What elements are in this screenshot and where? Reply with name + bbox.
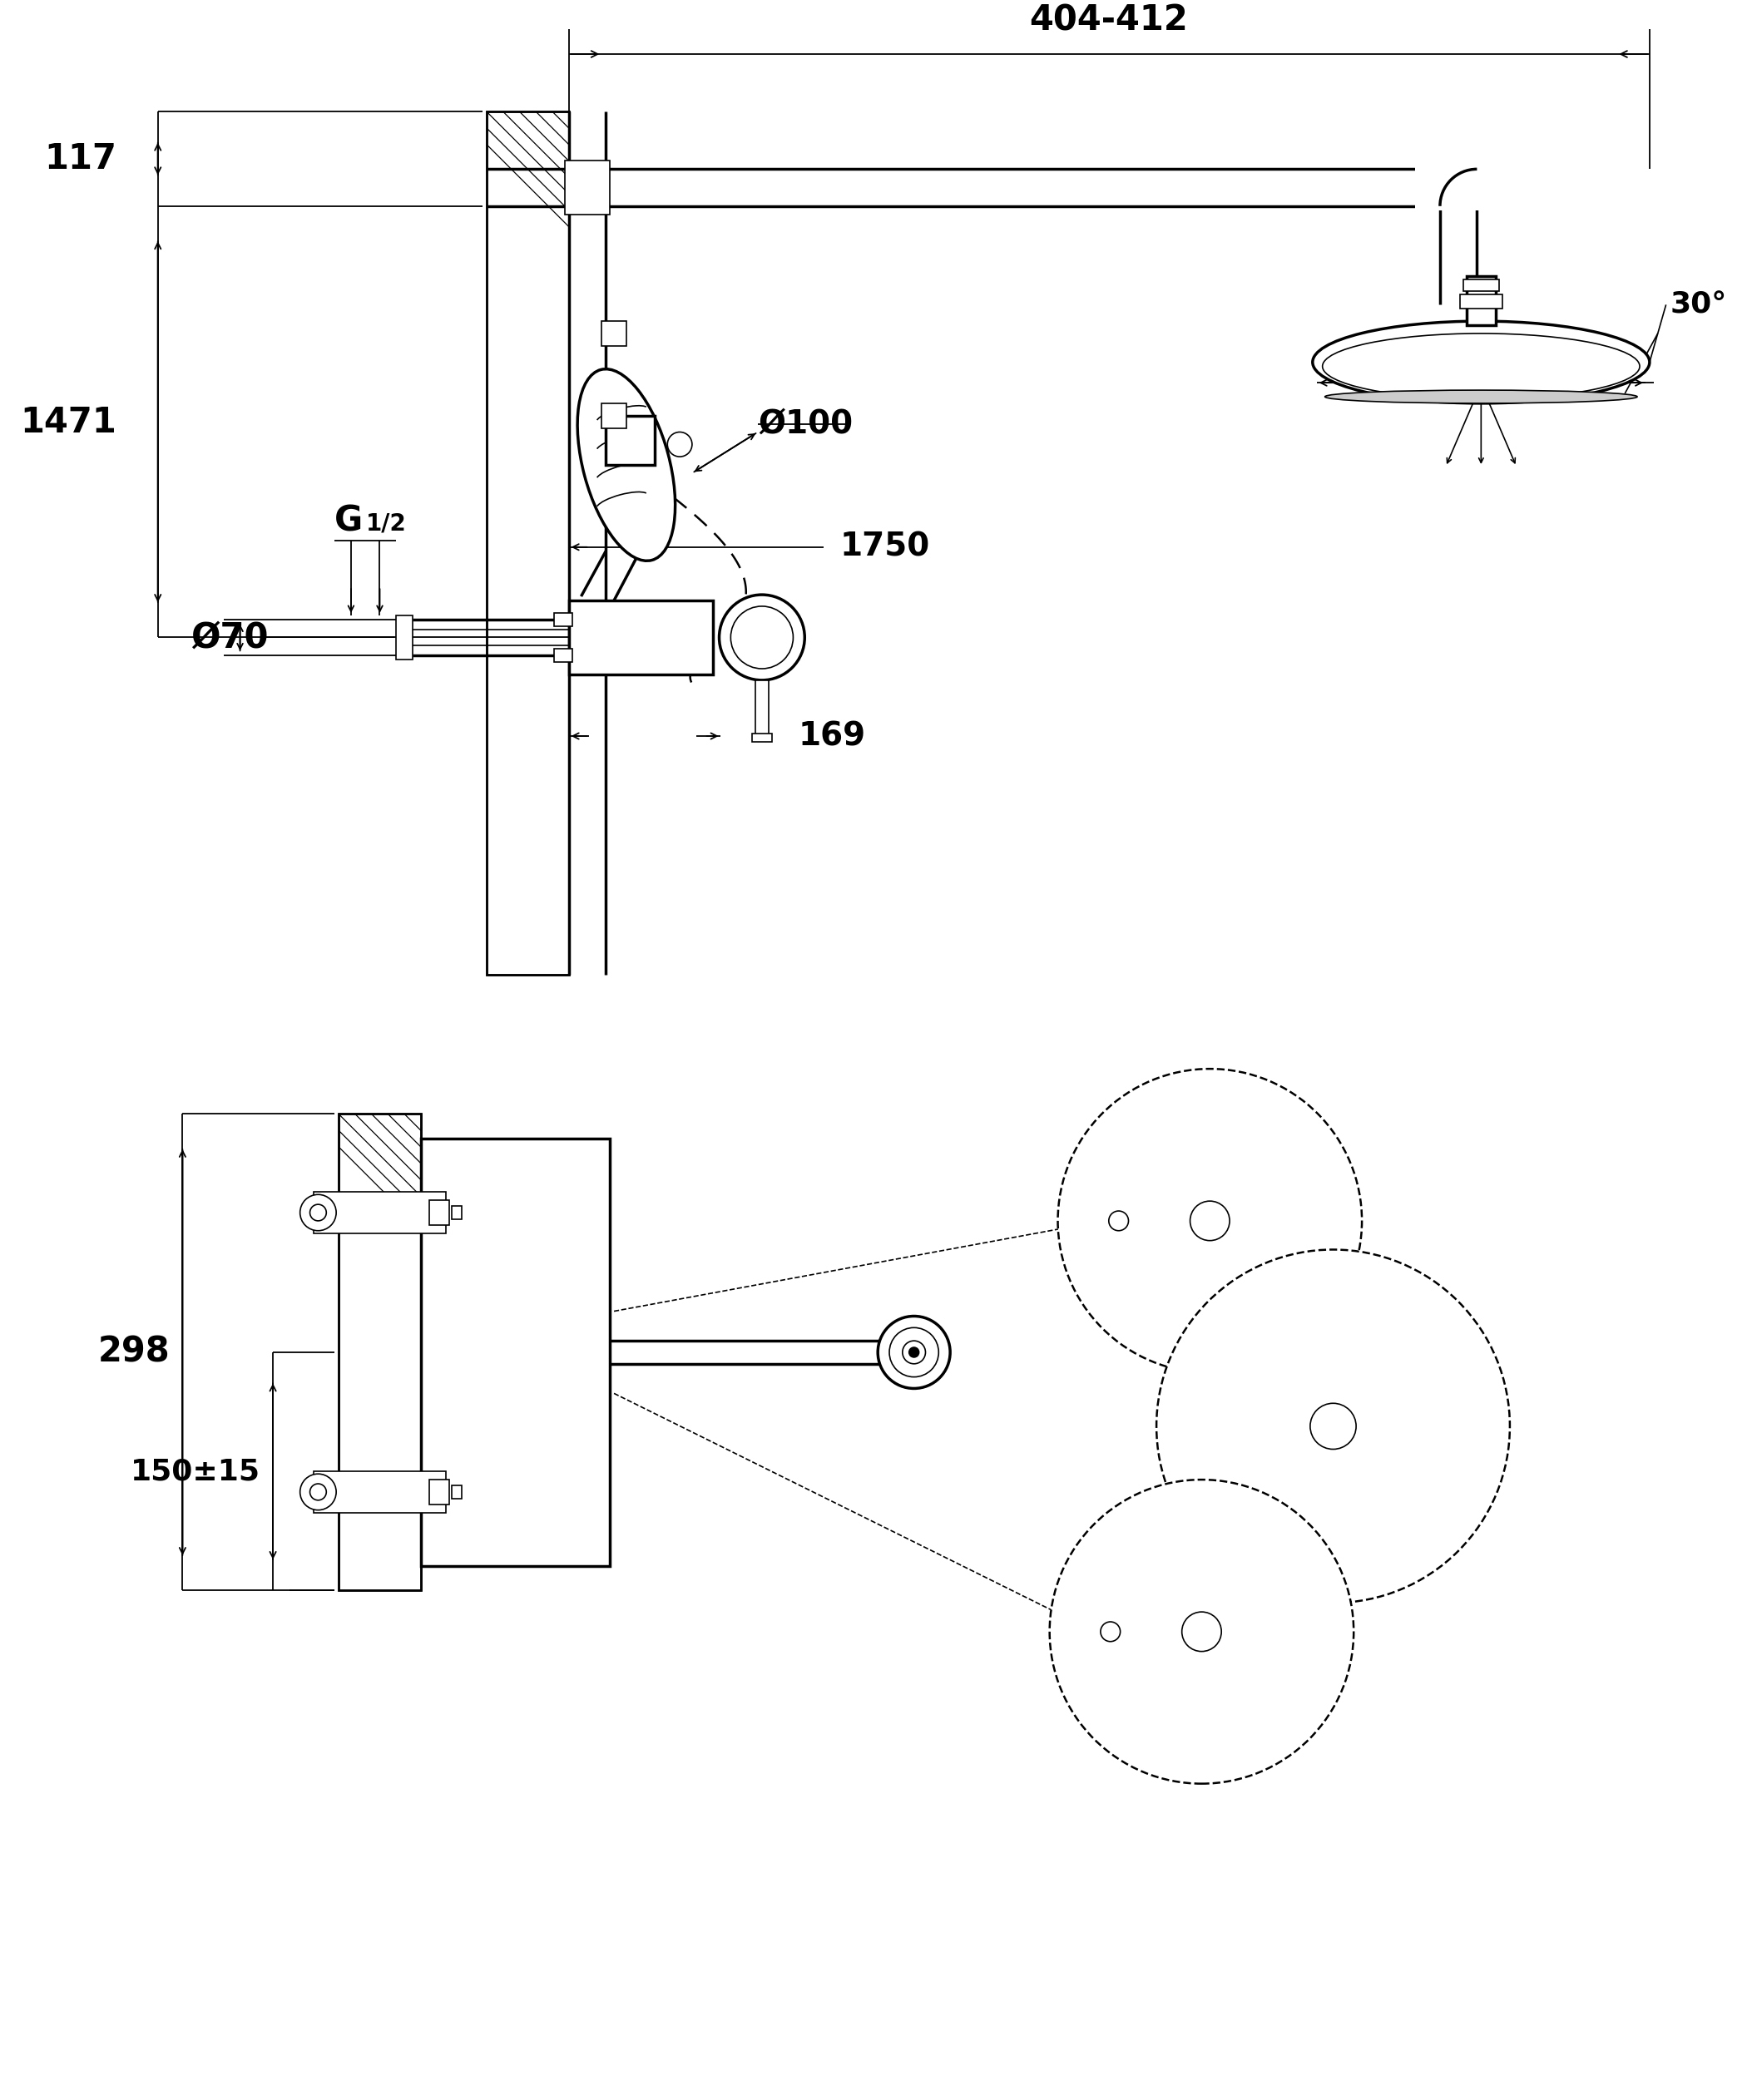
Bar: [554, 649, 573, 662]
Text: Ø100: Ø100: [759, 407, 853, 439]
Text: 1750: 1750: [839, 531, 930, 563]
Text: G: G: [335, 504, 363, 540]
Bar: [1463, 279, 1500, 290]
Text: 1471: 1471: [21, 405, 117, 439]
Bar: [487, 111, 569, 974]
Text: 117: 117: [44, 143, 117, 176]
Bar: [452, 1205, 463, 1220]
Ellipse shape: [578, 370, 675, 561]
Bar: [338, 1113, 420, 1590]
Text: Ø210: Ø210: [1365, 365, 1466, 401]
Bar: [396, 615, 413, 659]
Circle shape: [1109, 1212, 1128, 1231]
Text: Ø70: Ø70: [191, 620, 268, 655]
Circle shape: [1183, 1613, 1221, 1651]
Bar: [452, 1485, 463, 1499]
Bar: [1466, 275, 1496, 326]
Circle shape: [890, 1327, 939, 1378]
Text: 150±15: 150±15: [131, 1457, 261, 1485]
Bar: [569, 601, 713, 674]
Circle shape: [1190, 1201, 1230, 1241]
Bar: [420, 1138, 610, 1567]
Bar: [601, 403, 625, 428]
Circle shape: [300, 1195, 336, 1231]
Circle shape: [300, 1474, 336, 1510]
Bar: [554, 613, 573, 626]
Circle shape: [720, 594, 804, 680]
Circle shape: [731, 607, 794, 668]
Circle shape: [1100, 1621, 1120, 1642]
Bar: [338, 1113, 420, 1590]
Circle shape: [1156, 1250, 1510, 1602]
Bar: [1416, 166, 1480, 210]
Bar: [752, 733, 773, 741]
Circle shape: [878, 1317, 950, 1388]
Bar: [429, 1201, 450, 1224]
Bar: [755, 680, 769, 737]
Text: 30°: 30°: [1670, 290, 1727, 319]
Circle shape: [1310, 1403, 1356, 1449]
Text: 1/2: 1/2: [366, 512, 406, 536]
Bar: [314, 1193, 445, 1233]
Circle shape: [1049, 1480, 1354, 1783]
Text: 404-412: 404-412: [1030, 2, 1188, 38]
Circle shape: [1058, 1069, 1361, 1373]
Circle shape: [668, 433, 692, 456]
Circle shape: [902, 1340, 925, 1363]
Bar: [564, 162, 610, 214]
Text: 169: 169: [799, 720, 865, 752]
Ellipse shape: [1325, 391, 1636, 403]
Bar: [487, 111, 569, 974]
Bar: [601, 321, 625, 346]
Circle shape: [310, 1485, 326, 1499]
Circle shape: [310, 1205, 326, 1220]
Ellipse shape: [1323, 334, 1640, 399]
Ellipse shape: [1312, 321, 1650, 403]
Bar: [606, 416, 655, 464]
Circle shape: [909, 1348, 918, 1357]
Bar: [429, 1480, 450, 1504]
Bar: [314, 1472, 445, 1512]
Bar: [1459, 294, 1503, 309]
Text: 298: 298: [98, 1336, 170, 1369]
